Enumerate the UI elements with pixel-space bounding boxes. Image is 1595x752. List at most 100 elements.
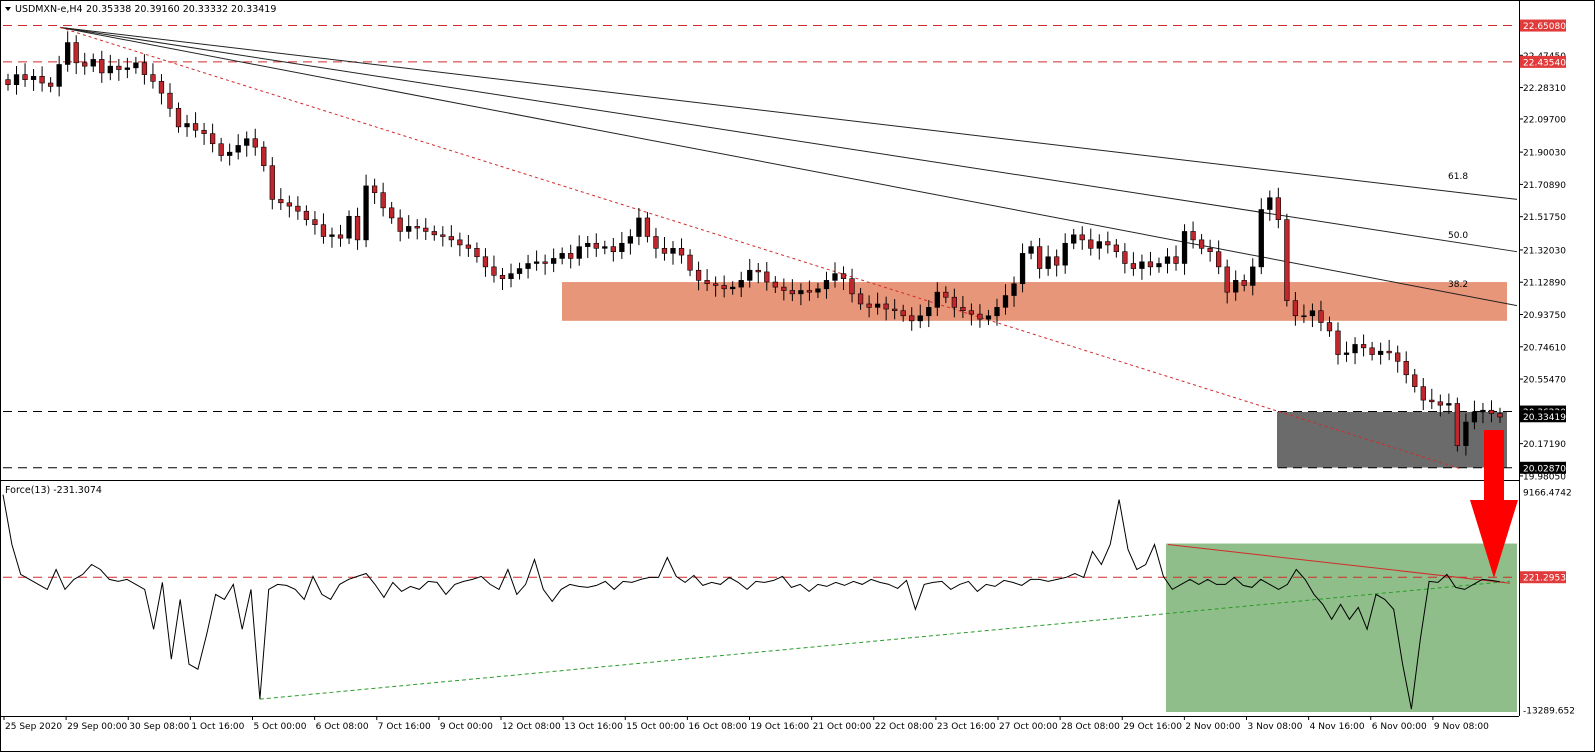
time-axis-label: 25 Sep 2020 — [5, 722, 62, 732]
bearish-candle-body — [1105, 241, 1111, 246]
bearish-candle-body — [593, 242, 599, 249]
candle — [934, 282, 940, 316]
candle — [1360, 334, 1367, 357]
candle — [1454, 397, 1461, 452]
candle — [644, 212, 651, 243]
bullish-candle-body — [1352, 344, 1358, 354]
candle — [1156, 257, 1162, 273]
bullish-candle-body — [1471, 411, 1478, 423]
bearish-candle-body — [977, 313, 983, 320]
candle — [1233, 270, 1239, 301]
force-indicator-label[interactable]: Force(13) -231.3074 — [5, 485, 102, 496]
bearish-candle-body — [278, 199, 284, 204]
bearish-candle-body — [755, 269, 761, 273]
bullish-candle-body — [90, 59, 96, 67]
candle — [781, 278, 787, 301]
time-axis-label: 19 Oct 16:00 — [751, 722, 810, 732]
price-axis-label: 21.51750 — [1523, 213, 1566, 223]
candle — [90, 53, 96, 73]
candle — [1395, 345, 1401, 373]
bullish-candle-body — [30, 75, 37, 80]
bearish-candle-body — [192, 123, 199, 131]
bearish-candle-body — [1275, 197, 1281, 220]
bullish-candle-body — [184, 123, 190, 128]
candle — [47, 77, 54, 93]
bearish-candle-body — [960, 307, 966, 312]
candle — [278, 188, 284, 211]
candle — [823, 271, 830, 299]
candle — [985, 309, 992, 326]
bearish-candle-body — [150, 74, 156, 82]
symbol-dropdown-triangle[interactable] — [5, 7, 11, 11]
force-index-line — [2, 494, 1501, 710]
bullish-candle-body — [602, 246, 608, 249]
bearish-candle-body — [1113, 244, 1119, 252]
bearish-candle-body — [1420, 386, 1426, 401]
candle — [423, 218, 429, 241]
candle — [389, 201, 395, 224]
candle — [1122, 243, 1128, 274]
symbol-label[interactable]: USDMXN-e,H4 — [15, 4, 83, 15]
candle — [312, 211, 318, 235]
bullish-candle-body — [815, 288, 821, 293]
candle — [1250, 258, 1256, 296]
bearish-candle-body — [1216, 251, 1222, 268]
candle — [1301, 304, 1307, 324]
bullish-candle-body — [107, 65, 113, 74]
bullish-candle-body — [329, 234, 335, 237]
candle — [397, 209, 403, 242]
time-axis-label: 15 Oct 00:00 — [626, 722, 685, 732]
candle — [1369, 341, 1375, 361]
candle — [1054, 249, 1060, 277]
bearish-candle-body — [491, 266, 497, 276]
price-axis-label: 21.90030 — [1523, 149, 1566, 159]
bullish-candle-body — [1045, 256, 1051, 269]
candle — [269, 157, 275, 210]
candle — [789, 279, 796, 302]
candle — [13, 65, 20, 95]
bearish-candle-body — [116, 65, 122, 70]
price-axis-label: 20.55470 — [1523, 376, 1566, 386]
price-axis-label: 21.70890 — [1523, 181, 1566, 191]
bearish-candle-body — [1403, 361, 1409, 376]
bearish-candle-body — [866, 303, 872, 308]
candle — [99, 50, 105, 83]
bearish-candle-body — [286, 202, 292, 207]
bullish-candle-body — [832, 273, 838, 281]
candle — [1284, 213, 1290, 307]
candle — [1002, 284, 1009, 315]
candle — [712, 276, 719, 297]
candle — [1071, 228, 1077, 250]
bearish-candle-body — [1241, 280, 1247, 286]
candle — [1309, 303, 1316, 328]
price-badge-label: 20.33419 — [1523, 413, 1566, 423]
candle — [5, 73, 11, 91]
pane-headers: USDMXN-e,H4 20.35338 20.39160 20.33332 2… — [5, 4, 276, 496]
bullish-candle-body — [363, 185, 369, 241]
candle — [346, 210, 352, 245]
candle — [252, 128, 258, 156]
candle — [772, 276, 778, 294]
force-axis-label: -13289.652 — [1523, 707, 1575, 717]
candle — [1147, 251, 1154, 276]
candle — [533, 250, 540, 271]
descending-trendline — [59, 26, 1463, 470]
candle — [499, 268, 506, 290]
bearish-candle-body — [1437, 401, 1443, 406]
candle — [491, 255, 497, 283]
candle — [482, 248, 489, 277]
candle — [465, 234, 472, 257]
time-axis-label: 5 Oct 00:00 — [254, 722, 307, 732]
bullish-candle-body — [1377, 350, 1384, 355]
candle — [22, 63, 28, 87]
bullish-candle-body — [346, 215, 352, 239]
bearish-candle-body — [840, 273, 847, 279]
time-axis-label: 16 Oct 08:00 — [688, 722, 747, 732]
candle — [1113, 239, 1119, 258]
bullish-candle-body — [1309, 310, 1316, 317]
candle — [678, 238, 685, 264]
candle — [832, 262, 838, 288]
candle — [30, 69, 37, 91]
time-axis-label: 23 Oct 16:00 — [937, 722, 996, 732]
